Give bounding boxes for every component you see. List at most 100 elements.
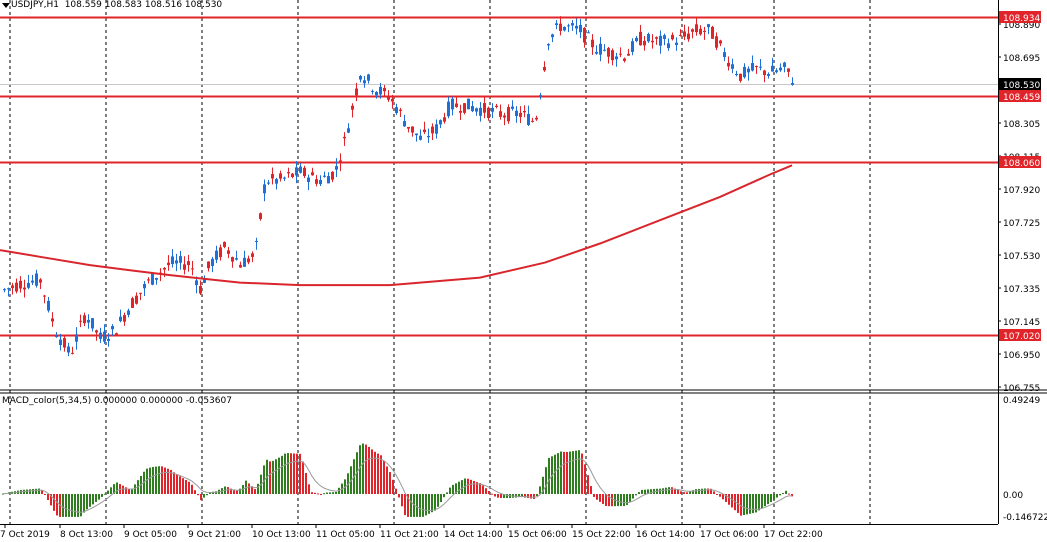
macd-bar xyxy=(785,490,787,494)
macd-bar xyxy=(125,487,127,494)
macd-bar xyxy=(728,494,730,505)
macd-bar xyxy=(560,451,562,494)
candle-body xyxy=(31,280,34,283)
candle-body xyxy=(535,117,538,120)
macd-bar xyxy=(539,486,541,494)
level-price-label: 108.459 xyxy=(1003,93,1040,103)
candle-body xyxy=(751,63,754,71)
macd-bar xyxy=(290,453,292,494)
candle-body xyxy=(787,68,790,72)
price-tick-label: 107.335 xyxy=(1003,285,1040,295)
macd-bar xyxy=(434,494,436,511)
macd-bar xyxy=(701,488,703,494)
macd-bar xyxy=(80,494,82,517)
macd-bar xyxy=(566,451,568,494)
candle-body xyxy=(731,64,734,69)
dropdown-arrow-icon[interactable] xyxy=(2,3,10,8)
macd-bar xyxy=(53,494,55,511)
candle-body xyxy=(423,129,426,133)
macd-bar xyxy=(638,492,640,494)
macd-bar xyxy=(749,494,751,514)
macd-bar xyxy=(95,494,97,503)
macd-bar xyxy=(2,493,4,495)
candle-body xyxy=(695,24,698,33)
macd-bar xyxy=(635,494,637,496)
macd-bar xyxy=(404,494,406,516)
macd-bar xyxy=(44,494,46,495)
candle-body xyxy=(515,110,518,117)
candle-body xyxy=(499,111,502,117)
price-tick-label: 107.725 xyxy=(1003,219,1040,229)
candle-body xyxy=(699,28,702,35)
candle-body xyxy=(35,273,38,286)
candle-body xyxy=(115,333,118,336)
candle-body xyxy=(331,171,334,180)
macd-bar xyxy=(758,494,760,511)
candle-body xyxy=(59,339,62,346)
candle-body xyxy=(419,135,422,140)
candle-body xyxy=(143,283,146,289)
price-tick-label: 108.695 xyxy=(1003,54,1040,64)
macd-bar xyxy=(335,491,337,494)
candle-body xyxy=(7,288,10,290)
macd-bar xyxy=(362,443,364,494)
candle-body xyxy=(235,258,238,260)
candle-body xyxy=(263,184,266,194)
macd-bar xyxy=(332,492,334,494)
macd-bar xyxy=(116,482,118,494)
macd-bar xyxy=(500,494,502,499)
candle-body xyxy=(279,173,282,179)
candle-body xyxy=(755,65,758,67)
candle-body xyxy=(319,179,322,185)
macd-bar xyxy=(65,494,67,517)
macd-bar xyxy=(398,494,400,498)
candle-body xyxy=(27,282,30,288)
candle-body xyxy=(171,256,174,265)
macd-bar xyxy=(767,494,769,505)
macd-bar xyxy=(41,489,43,494)
macd-bar xyxy=(371,449,373,494)
macd-bar xyxy=(659,488,661,494)
candle-body xyxy=(287,172,290,174)
macd-bar xyxy=(167,468,169,494)
candle-body xyxy=(555,23,558,26)
candle-body xyxy=(347,128,350,133)
candle-body xyxy=(659,35,662,46)
candle-body xyxy=(427,135,430,138)
current-price-label: 108.530 xyxy=(1003,81,1040,91)
macd-bar xyxy=(128,488,130,494)
level-price-label: 108.060 xyxy=(1003,159,1040,169)
candle-body xyxy=(127,310,130,315)
macd-bar xyxy=(305,472,307,494)
macd-bar xyxy=(89,494,91,507)
candle-body xyxy=(511,106,514,109)
macd-bar xyxy=(725,494,727,503)
macd-bar xyxy=(536,494,538,497)
macd-bar xyxy=(524,494,526,498)
macd-bar xyxy=(695,489,697,494)
macd-bar xyxy=(515,494,517,498)
macd-bar xyxy=(680,491,682,494)
macd-bar xyxy=(134,484,136,494)
macd-bar xyxy=(485,488,487,494)
macd-bar xyxy=(347,473,349,494)
candle-body xyxy=(599,43,602,55)
macd-bar xyxy=(83,494,85,513)
macd-bar xyxy=(158,466,160,494)
macd-bar xyxy=(764,494,766,507)
candle-body xyxy=(407,126,410,129)
macd-bar xyxy=(350,466,352,494)
candle-body xyxy=(455,103,458,108)
macd-bar xyxy=(131,488,133,494)
macd-bar xyxy=(443,494,445,498)
candle-body xyxy=(327,176,330,184)
macd-bar xyxy=(686,492,688,494)
price-tick-label: 107.530 xyxy=(1003,252,1040,262)
candle-body xyxy=(591,39,594,48)
candle-body xyxy=(71,352,74,354)
candle-body xyxy=(211,258,214,266)
macd-bar xyxy=(179,476,181,494)
candle-body xyxy=(359,76,362,80)
candle-body xyxy=(707,24,710,28)
